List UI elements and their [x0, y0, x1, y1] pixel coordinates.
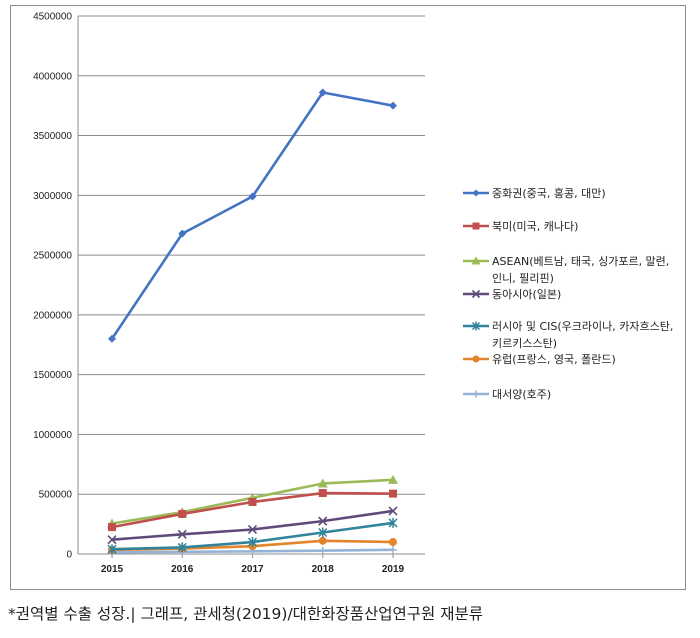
marker-star: [471, 321, 481, 331]
marker-square: [389, 489, 397, 498]
marker-triangle: [388, 474, 398, 484]
marker-diamond: [318, 88, 327, 97]
legend-label: 북미(미국, 캐나다): [492, 220, 578, 233]
legend-label: 대서양(호주): [492, 388, 551, 401]
marker-square: [472, 222, 480, 230]
series-line: [111, 509, 394, 541]
figure-caption: *권역별 수출 성장.| 그래프, 관세청(2019)/대한화장품산업연구원 재…: [8, 605, 483, 623]
marker-x: [388, 506, 398, 516]
legend-item-5: 러시아 및 CIS(우크라이나, 카자흐스탄, 키르키스스탄): [463, 320, 673, 350]
marker-plus: [318, 546, 327, 555]
marker-diamond: [108, 334, 116, 343]
marker-diamond: [248, 192, 257, 201]
legend: 중화권(중국, 홍콩, 대만) 북미(미국, 캐나다) ASEAN(베트남, 태국,…: [463, 186, 673, 401]
marker-star: [107, 544, 117, 555]
marker-star: [247, 537, 258, 548]
y-tick-label: 4000000: [33, 71, 72, 82]
axes: 0 500000 1000000 1500000 2000000 2500000 30000…: [33, 12, 425, 575]
marker-diamond: [178, 229, 187, 238]
marker-circle: [318, 536, 327, 545]
legend-label: ASEAN(베트남, 태국, 싱가포르, 말련,: [492, 255, 669, 268]
grid: [78, 15, 425, 555]
marker-x: [318, 516, 328, 526]
legend-label: 유럽(프랑스, 영국, 폴란드): [492, 352, 616, 366]
series-layer: [107, 88, 398, 557]
legend-item-4: 동아시아(일본): [463, 287, 561, 301]
marker-x: [107, 535, 117, 545]
marker-star: [177, 542, 187, 553]
marker-star: [388, 517, 398, 528]
marker-diamond: [389, 101, 397, 110]
x-tick-label: 2017: [241, 564, 264, 575]
y-tick-label: 0: [66, 550, 72, 561]
legend-item-7: 대서양(호주): [463, 388, 551, 401]
marker-square: [178, 509, 187, 518]
series-line: [110, 91, 394, 340]
legend-item-2: 북미(미국, 캐나다): [463, 220, 578, 233]
legend-label: 동아시아(일본): [492, 287, 561, 301]
y-tick-label: 3500000: [33, 131, 72, 142]
legend-label: 키르키스스탄): [492, 337, 557, 350]
y-tick-label: 2500000: [33, 251, 72, 262]
marker-circle: [472, 355, 480, 363]
y-tick-label: 3000000: [33, 191, 72, 202]
y-tick-label: 1000000: [33, 430, 72, 441]
legend-label: 인니, 필리핀): [492, 272, 554, 285]
series-2: [108, 489, 397, 532]
marker-star: [318, 527, 328, 538]
series-4: [107, 506, 398, 545]
x-tick-label: 2018: [312, 564, 335, 575]
legend-item-1: 중화권(중국, 홍콩, 대만): [463, 186, 606, 200]
marker-x: [471, 289, 481, 299]
legend-item-3: ASEAN(베트남, 태국, 싱가포르, 말련, 인니, 필리핀): [463, 255, 669, 285]
marker-triangle: [317, 478, 328, 488]
marker-square: [108, 523, 116, 532]
y-tick-label: 500000: [39, 490, 73, 501]
marker-plus: [472, 390, 480, 398]
y-tick-label: 2000000: [33, 310, 72, 321]
marker-square: [318, 489, 327, 498]
x-tick-label: 2019: [382, 564, 405, 575]
x-tick-label: 2015: [101, 564, 124, 575]
series-5: [107, 517, 398, 555]
marker-circle: [389, 538, 397, 547]
y-tick-label: 1500000: [33, 370, 72, 381]
marker-diamond: [472, 189, 480, 197]
marker-triangle: [471, 256, 481, 265]
line-chart: 0 500000 1000000 1500000 2000000 2500000 30000…: [33, 12, 673, 576]
y-tick-label: 4500000: [33, 12, 72, 23]
series-1: [108, 88, 397, 343]
legend-label: 중화권(중국, 홍콩, 대만): [492, 186, 606, 200]
legend-label: 러시아 및 CIS(우크라이나, 카자흐스탄,: [492, 320, 673, 333]
marker-x: [177, 529, 187, 539]
x-tick-label: 2016: [171, 564, 194, 575]
marker-square: [248, 497, 257, 506]
marker-x: [247, 524, 258, 535]
marker-plus: [389, 545, 397, 554]
legend-item-6: 유럽(프랑스, 영국, 폴란드): [463, 352, 616, 366]
